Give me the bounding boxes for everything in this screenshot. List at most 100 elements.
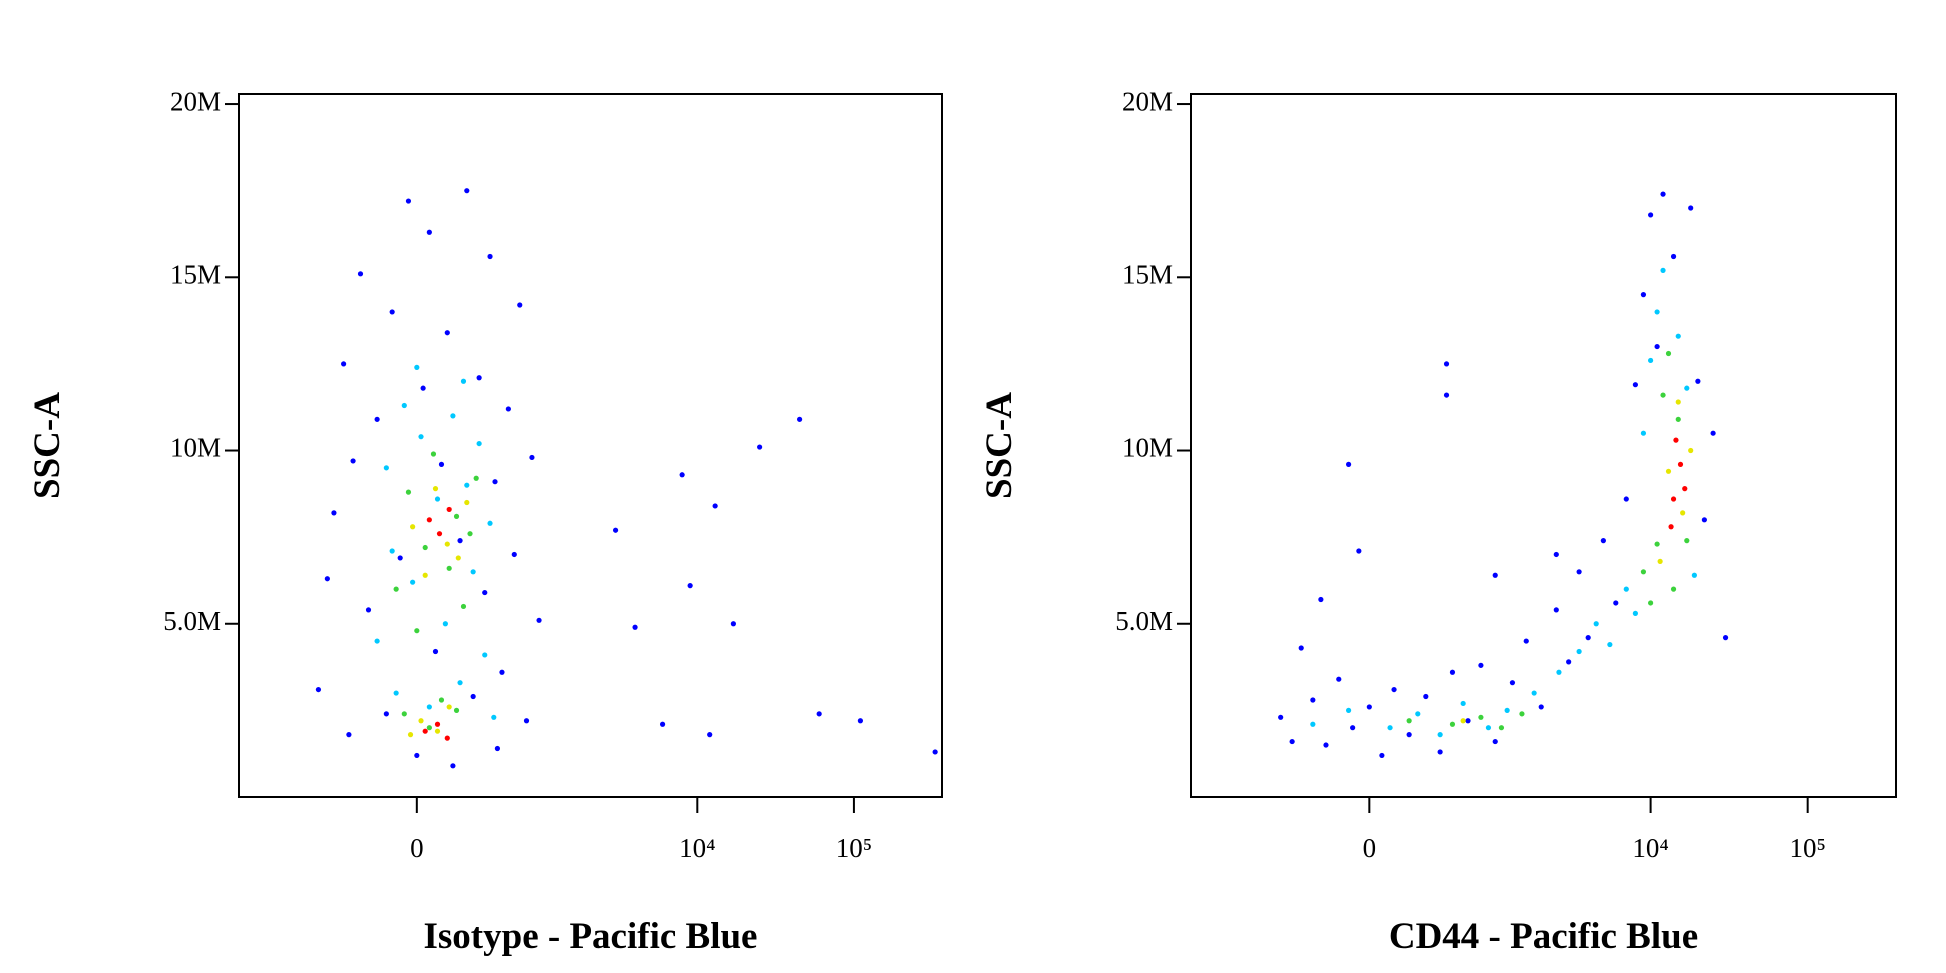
data-point — [432, 486, 439, 492]
data-point — [389, 548, 395, 554]
plot-panel: 5.0M 10M 15M 20M 0 10⁴ 10⁵ CD44 - Pacific Blue S… — [979, 86, 1897, 957]
x-tick-label: 0 — [410, 833, 424, 863]
data-point — [1460, 718, 1466, 724]
data-point — [1576, 648, 1582, 655]
data-point — [1449, 721, 1456, 727]
data-point — [1691, 572, 1697, 578]
data-point — [730, 621, 736, 627]
data-point — [418, 434, 424, 440]
data-point — [420, 385, 426, 391]
data-point — [1356, 548, 1362, 554]
data-point — [1509, 680, 1516, 686]
data-point — [1391, 686, 1397, 693]
data-point — [446, 506, 452, 513]
data-point — [414, 752, 420, 759]
data-point — [1406, 718, 1412, 724]
data-point — [1688, 447, 1694, 454]
data-point — [632, 624, 638, 630]
data-point — [1593, 621, 1599, 627]
data-point — [1523, 638, 1529, 644]
data-point — [1492, 572, 1498, 578]
data-point — [414, 628, 420, 634]
data-point — [426, 517, 432, 523]
data-point — [467, 531, 473, 537]
data-point — [444, 735, 450, 741]
data-point — [1437, 732, 1443, 738]
data-point — [1695, 378, 1701, 384]
data-point — [1415, 711, 1421, 717]
data-point — [457, 538, 463, 544]
data-point — [1607, 641, 1613, 648]
data-point — [492, 479, 498, 485]
data-point — [511, 551, 517, 558]
y-axis-label: SSC-A — [979, 392, 1020, 499]
data-point — [315, 686, 322, 693]
data-point — [487, 253, 493, 260]
data-point — [426, 704, 432, 710]
data-point — [438, 461, 445, 467]
data-point — [383, 465, 389, 471]
data-point — [374, 416, 380, 422]
data-point — [499, 669, 505, 675]
data-point — [401, 402, 407, 409]
data-point — [1310, 721, 1316, 727]
data-point — [523, 718, 530, 724]
plot-frame — [1190, 93, 1897, 798]
data-point — [450, 413, 456, 419]
data-point — [1556, 669, 1562, 675]
data-point — [341, 361, 347, 367]
data-point — [1443, 392, 1450, 398]
data-point — [494, 745, 500, 752]
data-point — [1670, 586, 1677, 592]
plot-panel: 5.0M 10M 15M 20M 0 10⁴ 10⁵ Isotype - Pacific Bl… — [27, 86, 943, 957]
data-point — [1675, 416, 1681, 422]
data-point — [450, 763, 456, 769]
x-tick-label: 10⁴ — [679, 833, 715, 863]
data-point — [444, 541, 450, 547]
data-point — [464, 188, 470, 194]
data-point — [393, 690, 399, 696]
data-point — [529, 454, 535, 461]
data-point — [1654, 309, 1660, 315]
data-point — [1675, 333, 1681, 339]
data-point — [1531, 690, 1537, 696]
data-point — [1387, 725, 1393, 731]
data-point — [410, 579, 416, 585]
data-point — [1323, 742, 1329, 748]
data-point — [505, 406, 511, 412]
data-point — [446, 565, 452, 571]
data-point — [410, 524, 416, 530]
data-point — [350, 458, 356, 464]
data-point — [1623, 496, 1629, 502]
data-point — [1660, 191, 1666, 197]
data-point — [457, 680, 463, 686]
data-point — [455, 555, 461, 561]
data-point — [757, 444, 763, 450]
y-tick-label: 15M — [1122, 259, 1173, 289]
data-point — [932, 749, 938, 755]
data-point — [659, 721, 666, 727]
data-point — [389, 309, 395, 315]
data-point — [444, 330, 450, 336]
data-point — [1665, 468, 1672, 474]
data-point — [487, 520, 493, 526]
data-point — [1654, 541, 1660, 547]
data-point — [434, 496, 441, 502]
data-point — [1437, 749, 1443, 755]
data-point — [365, 607, 372, 613]
data-point — [464, 499, 470, 506]
data-point — [1600, 538, 1606, 544]
data-point — [1670, 496, 1677, 502]
data-point — [1278, 714, 1284, 720]
data-point — [357, 271, 364, 277]
data-point — [1673, 437, 1679, 443]
data-point — [442, 621, 448, 627]
data-point — [374, 638, 380, 644]
data-point — [1648, 357, 1654, 364]
data-point — [1654, 343, 1660, 350]
data-point — [1680, 510, 1686, 516]
data-point — [1585, 635, 1591, 641]
data-point — [816, 711, 822, 717]
data-point — [436, 531, 443, 537]
data-point — [1684, 385, 1690, 391]
